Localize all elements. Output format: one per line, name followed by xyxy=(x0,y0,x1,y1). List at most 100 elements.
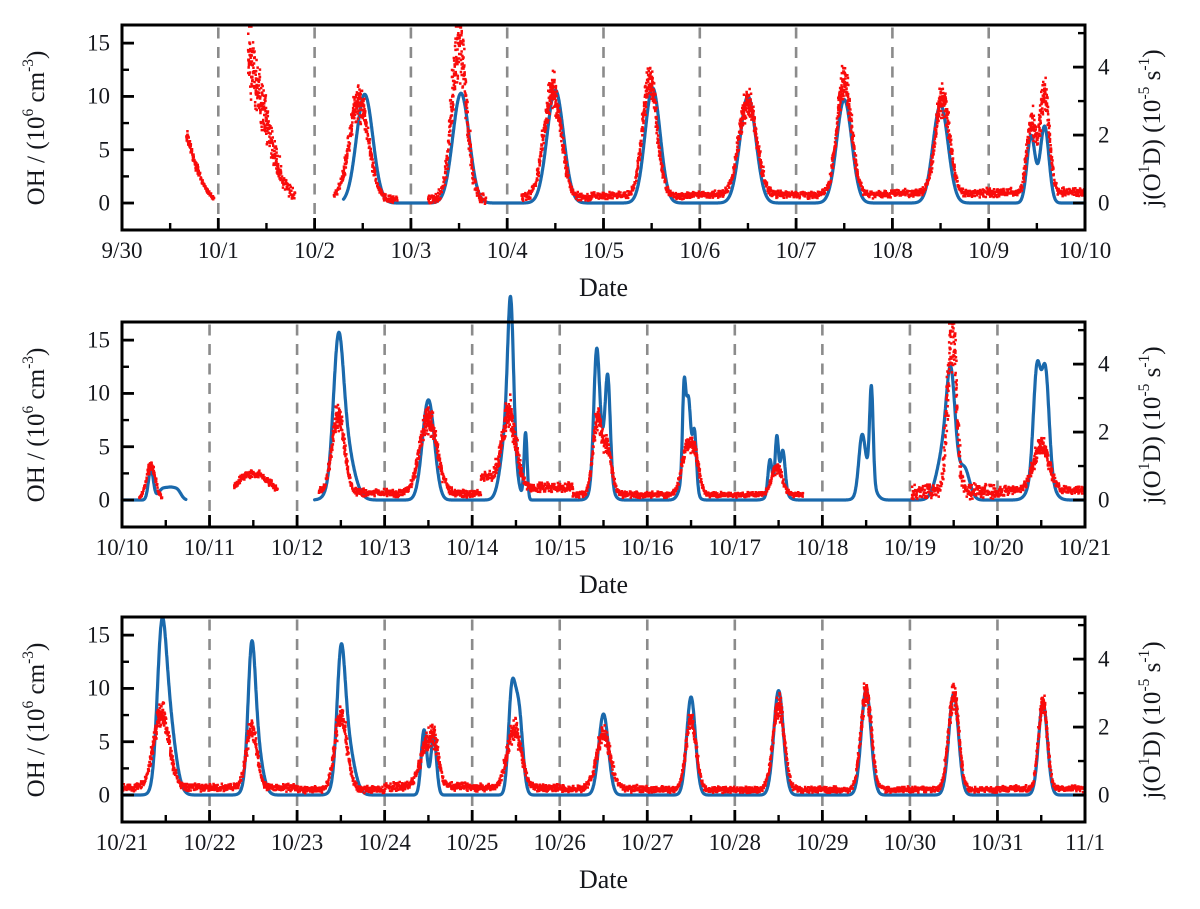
date-tick-label: 10/20 xyxy=(971,535,1024,560)
oh-tick-label: 5 xyxy=(98,729,111,755)
x-axis-title-panel1: Date xyxy=(578,273,629,302)
j-axis-title-panel2-part-2: D) (10 xyxy=(1139,396,1167,463)
oh-scatter-points xyxy=(120,682,1087,795)
date-tick-label: 10/10 xyxy=(1058,238,1112,263)
date-tick-label: 10/14 xyxy=(445,535,499,560)
oh-tick-label: 5 xyxy=(98,137,111,163)
date-tick-label: 10/7 xyxy=(775,238,817,263)
date-tick-label: 10/2 xyxy=(294,238,336,263)
oh-axis-title-panel3: OH / (106 cm-3) xyxy=(19,642,51,797)
j-tick-label: 4 xyxy=(1098,54,1110,80)
oh-axis-title-panel1: OH / (106 cm-3) xyxy=(19,50,51,205)
date-tick-label: 10/12 xyxy=(270,535,324,560)
oh-axis-title-panel1-part-4: ) xyxy=(23,50,51,59)
oh-axis-title-panel2-part-4: ) xyxy=(23,347,51,356)
date-tick-label: 10/21 xyxy=(1058,535,1112,560)
oh-axis-title-panel3-part-0: OH / (10 xyxy=(23,707,51,797)
j-tick-label: 4 xyxy=(1098,646,1110,672)
j-o1d-line xyxy=(313,294,1087,502)
j-tick-label: 0 xyxy=(1098,487,1110,513)
oh-axis-title-panel1-part-2: cm xyxy=(23,71,51,109)
date-tick-label: 10/9 xyxy=(968,238,1010,263)
date-tick-label: 10/24 xyxy=(358,830,411,855)
oh-axis-title-panel1-part-0: OH / (10 xyxy=(23,115,51,205)
j-tick-label: 0 xyxy=(1098,782,1110,808)
date-tick-label: 10/1 xyxy=(197,238,239,263)
j-axis-title-panel1-part-4: s xyxy=(1139,70,1167,87)
j-tick-label: 2 xyxy=(1098,714,1110,740)
oh-axis-title-panel2: OH / (106 cm-3) xyxy=(19,347,51,502)
oh-axis-title-panel3-part-3: -3 xyxy=(19,650,37,664)
date-tick-label: 10/19 xyxy=(883,535,937,560)
j-axis-title-panel1: j(O1D) (10-5 s-1) xyxy=(1135,48,1167,207)
j-axis-title-panel3-part-1: 1 xyxy=(1135,757,1153,765)
date-tick-label: 10/3 xyxy=(390,238,432,263)
date-tick-label: 9/30 xyxy=(101,238,143,263)
oh-axis-title-panel3-part-4: ) xyxy=(23,642,51,651)
oh-axis-title-panel2-part-3: -3 xyxy=(19,355,37,369)
date-tick-label: 10/13 xyxy=(358,535,411,560)
j-axis-title-panel3-part-2: D) (10 xyxy=(1139,691,1167,758)
oh-tick-label: 10 xyxy=(87,83,110,109)
j-tick-label: 2 xyxy=(1098,122,1110,148)
j-axis-title-panel3: j(O1D) (10-5 s-1) xyxy=(1135,640,1167,799)
j-axis-title-panel2-part-4: s xyxy=(1139,367,1167,384)
j-axis-title-panel2-part-1: 1 xyxy=(1135,462,1153,470)
j-axis-title-panel2-part-0: j(O xyxy=(1139,469,1167,504)
oh-tick-label: 0 xyxy=(98,487,111,513)
j-axis-title-panel3-part-5: -1 xyxy=(1135,649,1153,663)
j-tick-label: 4 xyxy=(1098,351,1110,377)
oh-tick-label: 0 xyxy=(98,190,111,216)
j-axis-title-panel1-part-3: -5 xyxy=(1135,86,1153,100)
date-tick-label: 10/25 xyxy=(445,830,499,855)
date-tick-label: 10/18 xyxy=(796,535,849,560)
j-axis-title-panel1-part-0: j(O xyxy=(1139,172,1167,207)
j-axis-title-panel2: j(O1D) (10-5 s-1) xyxy=(1135,345,1167,504)
oh-scatter-points xyxy=(185,25,1087,205)
j-axis-title-panel1-part-2: D) (10 xyxy=(1139,99,1167,166)
date-tick-label: 10/17 xyxy=(708,535,762,560)
j-axis-title-panel3-part-0: j(O xyxy=(1139,764,1167,799)
oh-tick-label: 10 xyxy=(87,380,110,406)
date-tick-label: 10/16 xyxy=(621,535,674,560)
oh-axis-title-panel2-part-2: cm xyxy=(23,368,51,406)
oh-tick-label: 5 xyxy=(98,434,111,460)
oh-axis-title-panel3-part-2: cm xyxy=(23,663,51,701)
date-tick-label: 10/31 xyxy=(971,830,1024,855)
oh-axis-title-panel3-part-1: 6 xyxy=(19,700,37,708)
date-tick-label: 10/6 xyxy=(679,238,721,263)
date-tick-label: 10/15 xyxy=(533,535,586,560)
oh-tick-label: 15 xyxy=(87,30,110,56)
j-axis-title-panel3-part-6: ) xyxy=(1139,640,1167,650)
j-o1d-line xyxy=(341,86,1087,205)
date-tick-label: 10/4 xyxy=(486,238,528,263)
j-axis-title-panel1-part-6: ) xyxy=(1139,48,1167,58)
oh-tick-label: 0 xyxy=(98,782,111,808)
date-tick-label: 10/21 xyxy=(95,830,149,855)
date-tick-label: 11/1 xyxy=(1064,830,1106,855)
date-tick-label: 10/27 xyxy=(621,830,674,855)
j-tick-label: 2 xyxy=(1098,419,1110,445)
j-o1d-line xyxy=(120,616,1087,797)
oh-tick-label: 15 xyxy=(87,622,110,648)
date-tick-label: 10/8 xyxy=(871,238,913,263)
j-axis-title-panel3-part-3: -5 xyxy=(1135,678,1153,692)
date-tick-label: 10/11 xyxy=(183,535,236,560)
date-tick-label: 10/10 xyxy=(95,535,149,560)
oh-tick-label: 15 xyxy=(87,327,110,353)
oh-tick-label: 10 xyxy=(87,675,110,701)
x-axis-title-panel3: Date xyxy=(578,865,629,894)
j-tick-label: 0 xyxy=(1098,190,1110,216)
j-axis-title-panel2-part-5: -1 xyxy=(1135,354,1153,368)
oh-axis-title-panel1-part-1: 6 xyxy=(19,108,37,116)
date-tick-label: 10/28 xyxy=(708,830,762,855)
j-axis-title-panel3-part-4: s xyxy=(1139,662,1167,679)
date-tick-label: 10/30 xyxy=(883,830,937,855)
date-tick-label: 10/26 xyxy=(533,830,586,855)
oh-axis-title-panel2-part-1: 6 xyxy=(19,405,37,413)
j-axis-title-panel1-part-1: 1 xyxy=(1135,165,1153,173)
date-tick-label: 10/29 xyxy=(796,830,849,855)
j-axis-title-panel2-part-6: ) xyxy=(1139,345,1167,355)
